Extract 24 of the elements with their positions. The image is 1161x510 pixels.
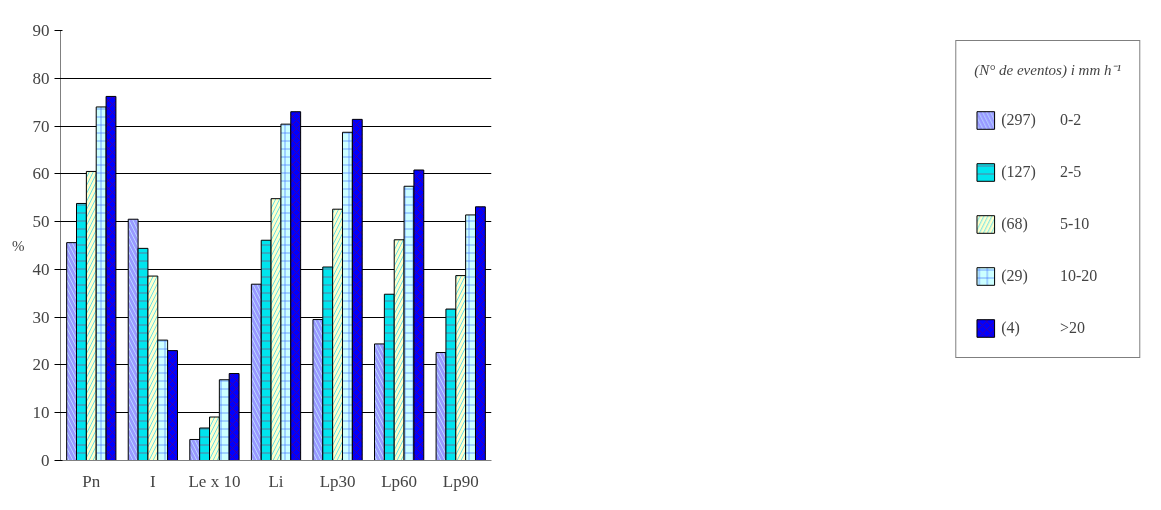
y-tick-label: 20: [32, 355, 50, 375]
legend-label: (29) 10-20: [1001, 267, 1098, 285]
legend-label: (297) 0-2: [1001, 111, 1082, 129]
x-tick-label: Le x 10: [188, 471, 241, 491]
y-tick-label: 90: [32, 21, 50, 40]
y-tick-label: 10: [32, 403, 50, 423]
x-tick-label: Lp60: [381, 471, 418, 491]
y-tick-label: 40: [32, 259, 50, 279]
y-tick-label: 60: [32, 164, 50, 184]
x-tick-label: Pn: [82, 471, 101, 491]
y-tick-label: 80: [32, 68, 50, 88]
x-tick-label: Lp30: [319, 471, 356, 491]
y-tick-label: 70: [32, 116, 50, 136]
y-tick-label: 50: [32, 212, 50, 232]
x-tick-label: Lp90: [442, 471, 479, 491]
legend-title: (N° de eventos) i mm h⁻¹: [974, 61, 1121, 79]
legend-label: (68) 5-10: [1001, 215, 1090, 233]
x-tick-label: Li: [268, 471, 284, 491]
y-axis-title: %: [12, 237, 25, 254]
y-tick-label: 0: [41, 451, 50, 470]
y-tick-label: 30: [32, 307, 50, 327]
x-tick-label: I: [150, 471, 157, 491]
legend-label: (127) 2-5: [1001, 163, 1082, 181]
legend-label: (4) >20: [1001, 319, 1085, 337]
